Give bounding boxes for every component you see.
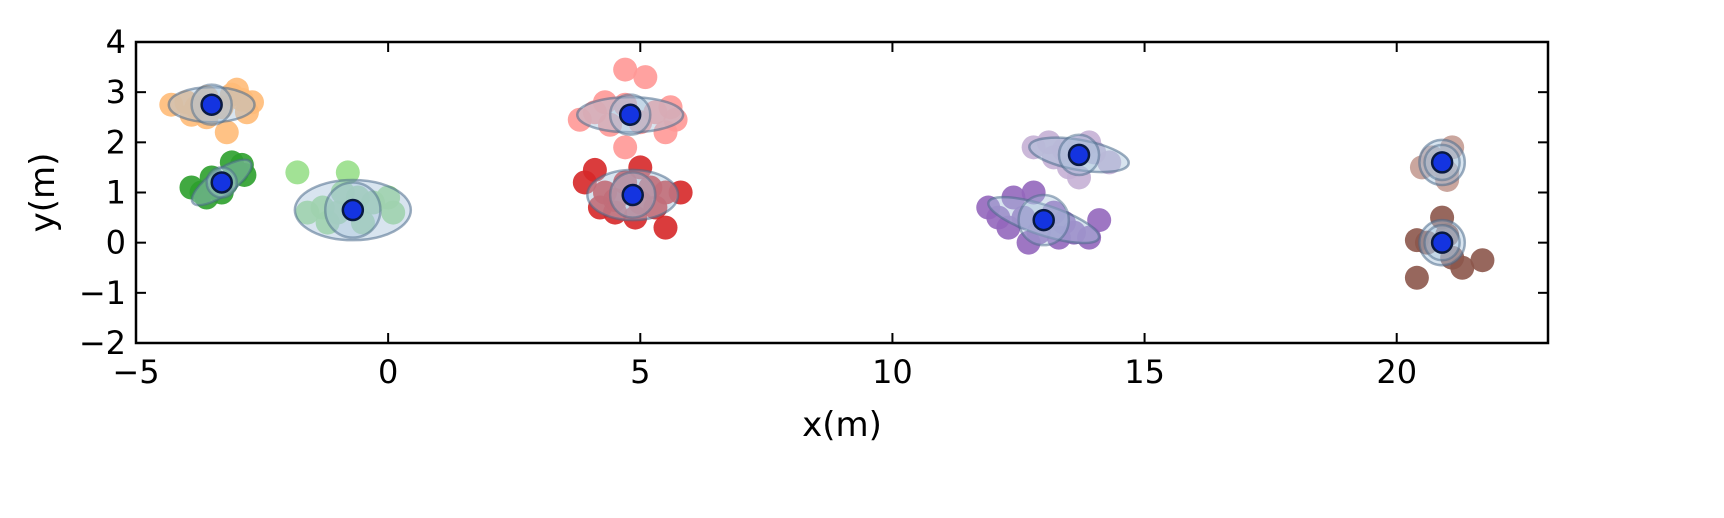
data-point (335, 160, 360, 185)
x-tick-label: 15 (1124, 353, 1165, 391)
points-layer (159, 57, 1495, 290)
y-axis-label: y(m) (23, 153, 63, 233)
data-point (214, 120, 239, 145)
cluster-center (621, 183, 644, 207)
data-point (1021, 180, 1046, 205)
y-tick-label: 2 (106, 123, 126, 161)
x-tick-label: 0 (378, 353, 398, 391)
cluster-center (200, 93, 223, 116)
data-point (1404, 265, 1429, 290)
cluster-center (618, 103, 642, 126)
cluster-center (1430, 231, 1454, 254)
cluster-center (1032, 208, 1055, 232)
data-point (1016, 230, 1041, 255)
data-point (1087, 208, 1112, 233)
y-tick-label: −2 (79, 324, 126, 362)
cluster-center (341, 198, 365, 222)
y-tick-label: 3 (106, 73, 126, 111)
x-tick-label: 5 (630, 353, 650, 391)
data-point (996, 215, 1021, 240)
data-point (1470, 248, 1495, 273)
cluster-center (1430, 151, 1454, 174)
cluster-center (1067, 143, 1091, 167)
ellipses-layer (167, 83, 1467, 267)
y-tick-label: 4 (106, 23, 126, 61)
x-tick-label: −5 (112, 353, 159, 391)
cluster-center (210, 171, 233, 194)
data-point (239, 90, 264, 115)
data-point (285, 160, 310, 185)
y-tick-label: −1 (79, 274, 126, 312)
y-tick-label: 0 (106, 224, 126, 262)
data-point (194, 185, 219, 210)
centers-layer (200, 93, 1454, 254)
data-point (587, 195, 612, 220)
x-tick-label: 20 (1376, 353, 1417, 391)
y-tick-label: 1 (106, 174, 126, 212)
data-point (653, 215, 678, 240)
data-point (381, 200, 406, 225)
data-point (613, 135, 638, 160)
ticks-layer: −5 0 5 10 15 20 −2 −1 0 1 2 3 4 (79, 23, 1548, 391)
x-tick-label: 10 (872, 353, 913, 391)
data-point (1097, 150, 1122, 175)
data-point (633, 65, 658, 90)
x-axis-label: x(m) (802, 405, 882, 445)
data-point (613, 57, 638, 82)
